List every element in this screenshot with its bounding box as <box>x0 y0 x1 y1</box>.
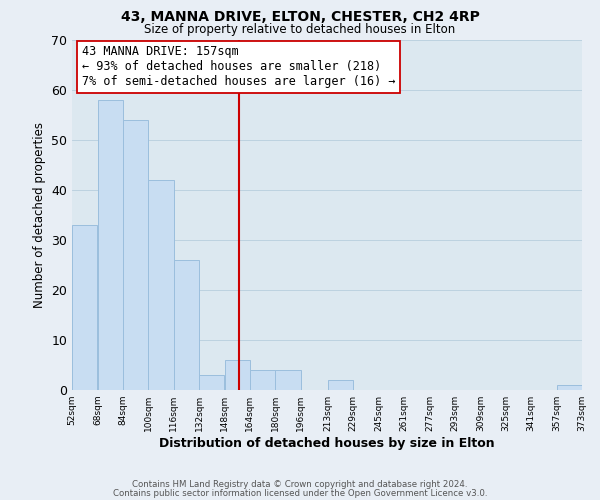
Y-axis label: Number of detached properties: Number of detached properties <box>32 122 46 308</box>
Bar <box>275 370 301 390</box>
Bar <box>557 385 582 390</box>
Bar <box>224 360 250 390</box>
Text: 43, MANNA DRIVE, ELTON, CHESTER, CH2 4RP: 43, MANNA DRIVE, ELTON, CHESTER, CH2 4RP <box>121 10 479 24</box>
Text: Size of property relative to detached houses in Elton: Size of property relative to detached ho… <box>145 22 455 36</box>
Bar <box>328 380 353 390</box>
Bar <box>72 225 97 390</box>
Bar <box>123 120 148 390</box>
Bar <box>250 370 275 390</box>
Bar <box>174 260 199 390</box>
Bar <box>148 180 173 390</box>
Bar <box>98 100 123 390</box>
Text: 43 MANNA DRIVE: 157sqm
← 93% of detached houses are smaller (218)
7% of semi-det: 43 MANNA DRIVE: 157sqm ← 93% of detached… <box>82 46 396 88</box>
X-axis label: Distribution of detached houses by size in Elton: Distribution of detached houses by size … <box>159 437 495 450</box>
Text: Contains HM Land Registry data © Crown copyright and database right 2024.: Contains HM Land Registry data © Crown c… <box>132 480 468 489</box>
Text: Contains public sector information licensed under the Open Government Licence v3: Contains public sector information licen… <box>113 488 487 498</box>
Bar <box>199 375 224 390</box>
